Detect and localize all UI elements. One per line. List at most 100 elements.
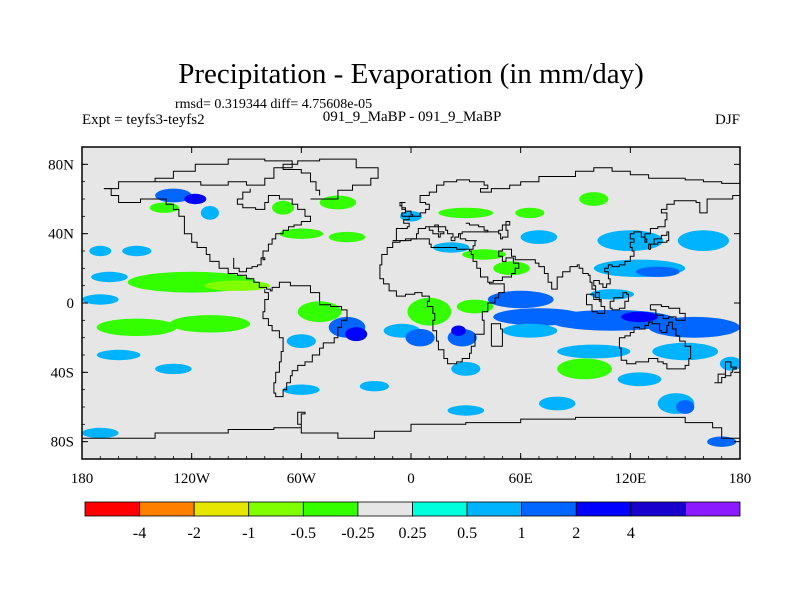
coastline bbox=[82, 411, 740, 439]
anomaly-region bbox=[184, 193, 207, 205]
anomaly-region bbox=[597, 230, 664, 252]
anomaly-layer bbox=[82, 188, 740, 447]
anomaly-region bbox=[122, 245, 152, 257]
anomaly-region bbox=[617, 372, 662, 387]
anomaly-region bbox=[286, 334, 316, 348]
colorbar-label: 0.25 bbox=[399, 525, 427, 542]
anomaly-region bbox=[204, 280, 271, 291]
coastline-layer bbox=[82, 158, 740, 439]
anomaly-region bbox=[451, 362, 481, 376]
y-tick-label: 40S bbox=[51, 365, 74, 381]
anomaly-region bbox=[635, 266, 680, 277]
coastline bbox=[714, 361, 737, 384]
anomaly-region bbox=[557, 344, 631, 359]
colorbar-swatch bbox=[630, 501, 686, 517]
anomaly-region bbox=[272, 200, 295, 215]
coastline bbox=[586, 293, 606, 314]
anomaly-region bbox=[155, 363, 192, 375]
coastline bbox=[233, 188, 311, 273]
x-tick-label: 60W bbox=[287, 471, 317, 487]
case-label: 091_9_MaBP - 091_9_MaBP bbox=[323, 109, 502, 125]
y-tick-label: 80N bbox=[48, 157, 74, 173]
anomaly-region bbox=[447, 405, 485, 416]
y-tick-label: 80S bbox=[51, 435, 74, 451]
coastline bbox=[103, 188, 348, 398]
colorbar-label: 1 bbox=[518, 525, 526, 542]
anomaly-region bbox=[456, 299, 494, 314]
colorbar-swatch bbox=[685, 501, 741, 517]
anomaly-region bbox=[557, 358, 612, 380]
anomaly-region bbox=[345, 327, 368, 342]
anomaly-region bbox=[487, 290, 554, 309]
coastline bbox=[484, 221, 511, 240]
anomaly-region bbox=[707, 436, 737, 447]
chart-title: Precipitation - Evaporation (in mm/day) bbox=[178, 58, 644, 90]
anomaly-region bbox=[451, 325, 466, 336]
coastline bbox=[103, 158, 293, 190]
anomaly-region bbox=[149, 202, 179, 213]
x-tick-label: 0 bbox=[407, 471, 415, 487]
anomaly-region bbox=[96, 318, 177, 336]
anomaly-region bbox=[538, 396, 576, 411]
anomaly-region bbox=[82, 294, 119, 305]
anomaly-region bbox=[328, 231, 366, 243]
colorbar-label: 0.5 bbox=[457, 525, 477, 542]
anomaly-region bbox=[438, 207, 494, 219]
coastline bbox=[618, 321, 692, 370]
colorbar-swatch bbox=[575, 501, 632, 517]
coastline bbox=[490, 323, 503, 347]
x-tick-label: 60E bbox=[509, 471, 533, 487]
coastline bbox=[649, 304, 686, 321]
y-axis: 80N 40N 0 40S 80S bbox=[48, 157, 740, 451]
x-tick-label: 180 bbox=[729, 471, 752, 487]
colorbar-label: -4 bbox=[133, 525, 146, 542]
anomaly-region bbox=[359, 381, 389, 392]
x-axis: 180 120W 60W 0 60E 120E 180 bbox=[71, 147, 752, 487]
colorbar-swatch bbox=[248, 501, 304, 517]
colorbar-label: -0.5 bbox=[291, 525, 316, 542]
anomaly-region bbox=[91, 271, 128, 283]
stats-line: rmsd= 0.319344 diff= 4.75608e-05 bbox=[175, 97, 372, 112]
anomaly-region bbox=[648, 316, 740, 338]
x-tick-label: 180 bbox=[71, 471, 94, 487]
colorbar-swatch bbox=[466, 501, 523, 517]
anomaly-region bbox=[520, 230, 558, 245]
coastline bbox=[392, 167, 740, 242]
anomaly-region bbox=[676, 400, 695, 414]
anomaly-region bbox=[407, 297, 452, 326]
colorbar-label: -2 bbox=[188, 525, 201, 542]
y-tick-label: 40N bbox=[48, 227, 74, 243]
colorbar-swatch bbox=[302, 501, 359, 517]
anomaly-region bbox=[677, 230, 730, 252]
colorbar: -4 -2 -1 -0.5 -0.25 0.25 0.5 1 2 4 bbox=[84, 501, 741, 542]
anomaly-region bbox=[82, 427, 119, 439]
anomaly-region bbox=[283, 384, 320, 395]
anomaly-region bbox=[279, 228, 324, 239]
coastline bbox=[379, 233, 505, 365]
coastline bbox=[399, 202, 414, 217]
coastline bbox=[609, 292, 629, 311]
season-label: DJF bbox=[715, 112, 740, 128]
colorbar-label: 4 bbox=[627, 525, 635, 542]
coastline bbox=[282, 158, 379, 200]
colorbar-label: -1 bbox=[242, 525, 255, 542]
anomaly-region bbox=[652, 342, 719, 361]
anomaly-region bbox=[621, 311, 658, 323]
colorbar-label: 2 bbox=[572, 525, 580, 542]
anomaly-region bbox=[200, 206, 219, 220]
anomaly-region bbox=[515, 207, 545, 219]
colorbar-swatch bbox=[357, 501, 413, 517]
anomaly-region bbox=[89, 245, 112, 257]
colorbar-swatch bbox=[84, 501, 140, 517]
anomaly-region bbox=[502, 323, 558, 338]
coastline bbox=[489, 190, 740, 302]
colorbar-swatch bbox=[193, 501, 250, 517]
experiment-label: Expt = teyfs3-teyfs2 bbox=[82, 112, 205, 128]
colorbar-swatch bbox=[412, 501, 468, 517]
anomaly-region bbox=[405, 329, 435, 347]
anomaly-region bbox=[96, 349, 141, 361]
colorbar-swatch bbox=[521, 501, 577, 517]
anomaly-region bbox=[169, 315, 251, 333]
coastline bbox=[648, 231, 670, 250]
